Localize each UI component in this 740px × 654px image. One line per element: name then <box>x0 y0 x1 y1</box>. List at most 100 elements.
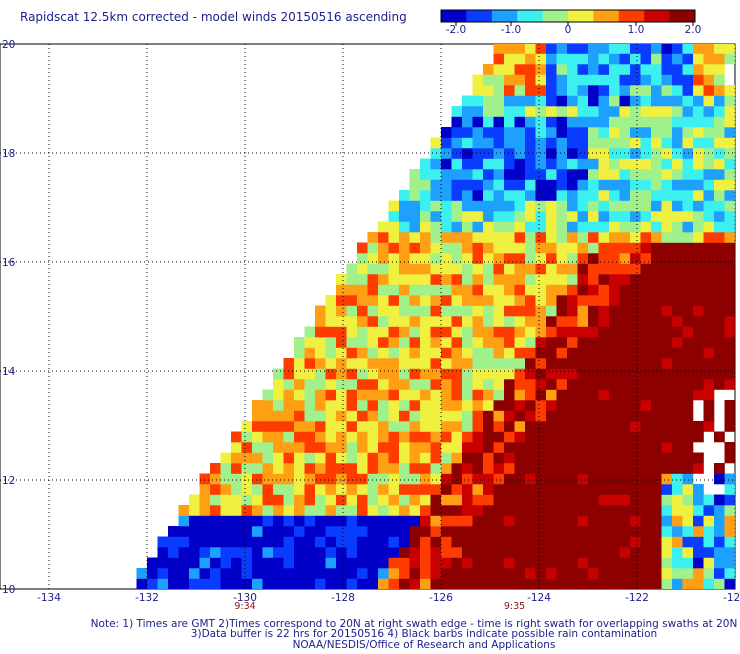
swath-cell <box>619 526 631 537</box>
swath-cell <box>714 200 725 212</box>
swath-cell <box>651 526 662 537</box>
swath-cell <box>672 106 683 117</box>
lon-label: -128 <box>331 592 355 604</box>
swath-cell <box>693 148 704 159</box>
swath-cell <box>514 232 526 243</box>
swath-cell <box>630 274 641 285</box>
swath-cell <box>640 85 652 96</box>
swath-cell <box>409 431 421 443</box>
swath-cell <box>651 557 662 569</box>
swath-cell <box>504 389 515 401</box>
swath-cell <box>703 568 715 579</box>
swath-cell <box>325 547 337 558</box>
colorbar-segment <box>517 10 544 22</box>
swath-cell <box>231 547 242 558</box>
swath-cell <box>514 326 526 338</box>
swath-cell <box>430 578 442 589</box>
swath-cell <box>346 326 358 338</box>
swath-cell <box>651 158 662 170</box>
swath-cell <box>283 547 295 558</box>
swath-cell <box>535 44 547 54</box>
swath-cell <box>514 484 526 495</box>
swath-cell <box>640 74 652 86</box>
swath-cell <box>357 400 368 411</box>
swath-cell <box>682 515 694 527</box>
swath-cell <box>378 400 389 411</box>
swath-cell <box>283 578 295 589</box>
swath-cell <box>682 452 694 464</box>
swath-cell <box>451 305 463 317</box>
swath-cell <box>441 557 452 569</box>
swath-cell <box>252 557 263 569</box>
swath-cell <box>514 578 526 589</box>
swath-cell <box>493 368 505 380</box>
swath-cell <box>388 473 400 485</box>
swath-cell <box>430 242 442 254</box>
swath-cell <box>493 253 505 264</box>
swath-cell <box>378 473 389 485</box>
swath-cell <box>703 106 715 117</box>
swath-cell <box>378 389 389 401</box>
swath-cell <box>294 557 305 569</box>
swath-cell <box>556 190 568 201</box>
swath-cell <box>682 242 694 254</box>
swath-cell <box>651 326 662 338</box>
swath-cell <box>262 421 274 432</box>
swath-cell <box>535 242 547 254</box>
swath-cell <box>535 473 547 485</box>
swath-cell <box>577 137 589 149</box>
swath-cell <box>672 263 683 275</box>
swath-cell <box>441 211 452 222</box>
swath-cell <box>714 557 725 569</box>
swath-cell <box>325 389 337 401</box>
swath-cell <box>483 263 494 275</box>
swath-cell <box>546 137 557 149</box>
swath-cell <box>535 578 547 589</box>
swath-cell <box>346 421 358 432</box>
swath-cell <box>325 568 337 579</box>
swath-cell <box>556 505 568 516</box>
swath-cell <box>378 421 389 432</box>
swath-cell <box>724 578 735 589</box>
swath-cell <box>336 484 347 495</box>
swath-cell <box>630 410 641 422</box>
swath-cell <box>472 85 484 96</box>
swath-cell <box>588 547 599 558</box>
swath-cell <box>682 389 694 401</box>
swath-cell <box>336 526 347 537</box>
swath-cell <box>514 169 526 180</box>
swath-cell <box>430 295 442 306</box>
colorbar: -2.0 -1.0 0 1.0 2.0 <box>440 9 701 36</box>
swath-cell <box>514 463 526 474</box>
swath-cell <box>199 473 211 485</box>
swath-cell <box>451 221 463 233</box>
swath-cell <box>304 526 316 537</box>
swath-cell <box>493 106 505 117</box>
swath-cell <box>556 169 568 180</box>
swath-cell <box>525 400 536 411</box>
swath-cell <box>399 379 410 390</box>
swath-cell <box>588 106 599 117</box>
swath-cell <box>441 494 452 506</box>
swath-cell <box>367 410 379 422</box>
swath-cell <box>304 337 316 348</box>
swath-cell <box>651 274 662 285</box>
swath-cell <box>336 316 347 327</box>
swath-cell <box>189 526 200 537</box>
swath-cell <box>231 431 242 443</box>
swath-cell <box>651 505 662 516</box>
swath-cell <box>420 274 431 285</box>
swath-cell <box>598 242 610 254</box>
swath-cell <box>493 400 505 411</box>
swath-cell <box>672 484 683 495</box>
swath-cell <box>399 305 410 317</box>
swath-cell <box>493 64 505 75</box>
swath-cell <box>325 358 337 369</box>
swath-cell <box>346 316 358 327</box>
swath-cell <box>420 557 431 569</box>
swath-cell <box>420 473 431 485</box>
swath-cell <box>441 137 452 149</box>
swath-cell <box>609 116 620 128</box>
swath-cell <box>283 484 295 495</box>
swath-cell <box>682 137 694 149</box>
